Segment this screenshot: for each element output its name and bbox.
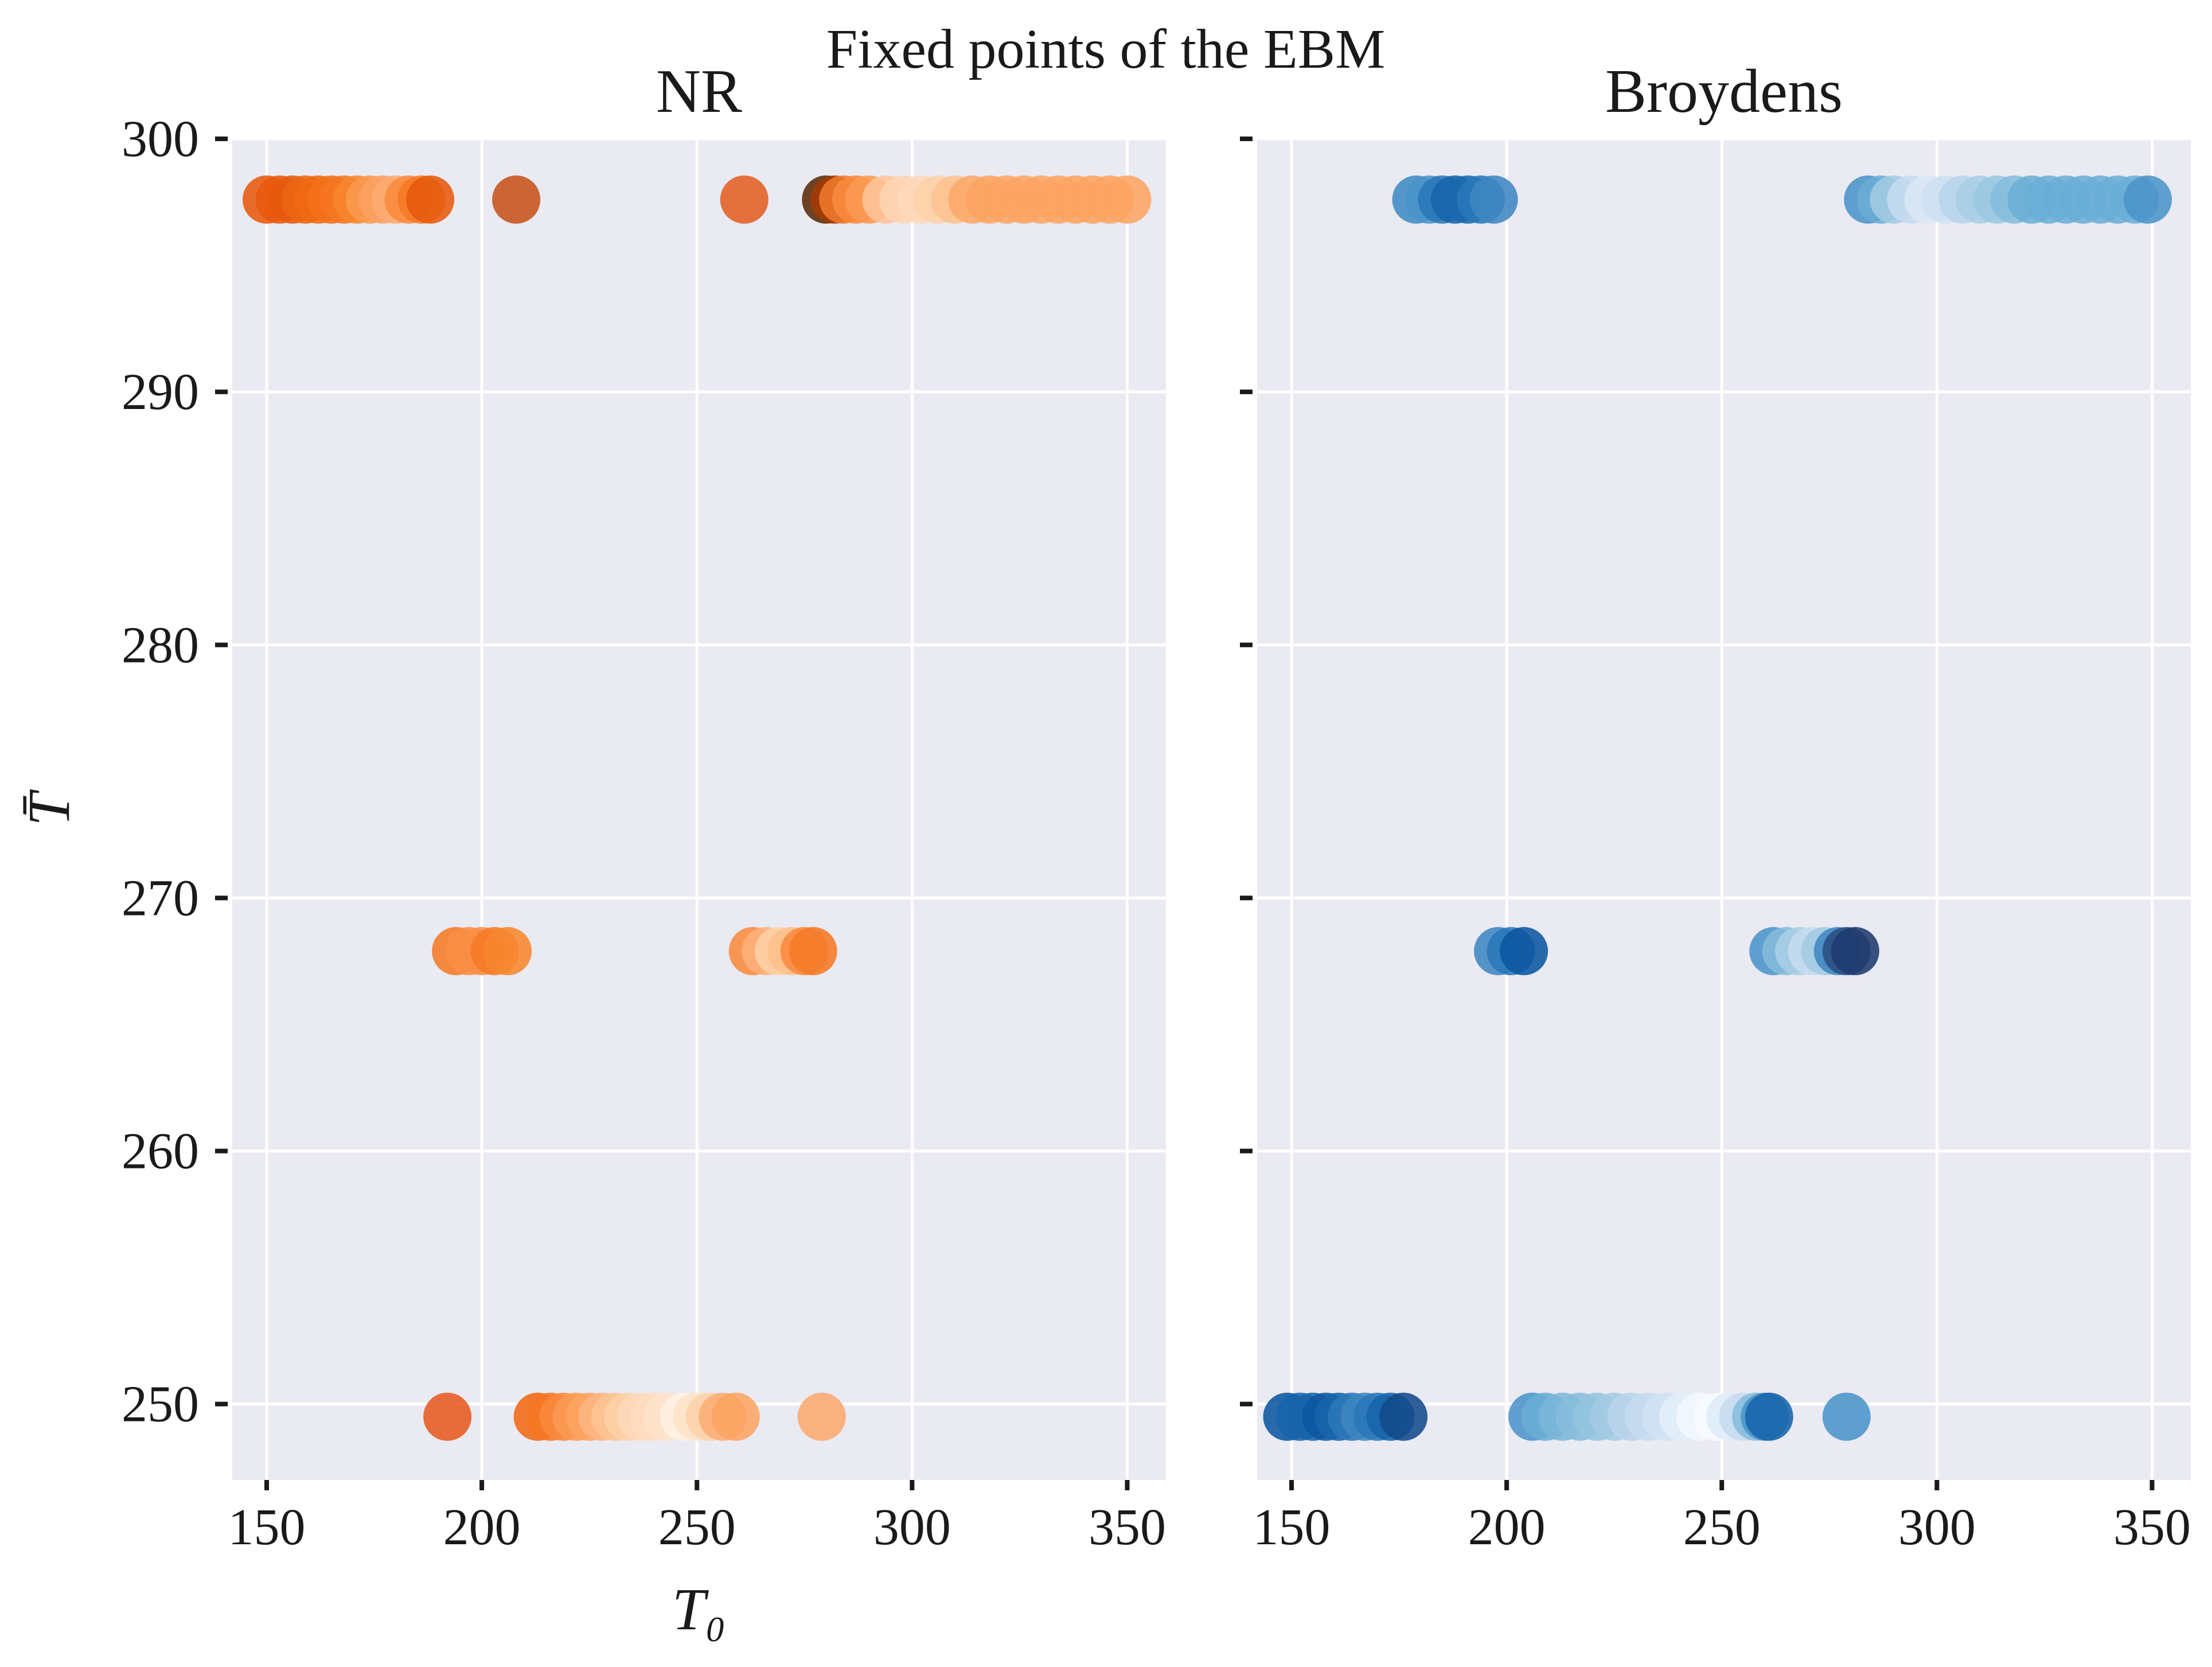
- panel-nr-point-15: [720, 175, 768, 224]
- panel-nr-xtick-label-200: 200: [443, 1499, 521, 1556]
- panel-nr-xtick-label-300: 300: [873, 1499, 951, 1556]
- panel-nr-xlabel: T₀: [672, 1576, 726, 1642]
- panel-nr-point-14: [492, 175, 541, 224]
- panel-broydens-xtick-label-200: 200: [1468, 1499, 1546, 1556]
- panel-nr-ylabel: T̄: [16, 789, 82, 826]
- panel-broydens-xtick-label-150: 150: [1253, 1499, 1331, 1556]
- panel-nr-title: NR: [656, 57, 742, 126]
- panel-broydens-ticks: 150 200 250 300 350: [1240, 137, 2191, 1556]
- panel-broydens-xtick-label-300: 300: [1898, 1499, 1976, 1556]
- panel-broydens-xtick-label-250: 250: [1683, 1499, 1761, 1556]
- panel-nr-points: [243, 175, 1152, 1441]
- panel-nr-point-35: [1103, 175, 1152, 224]
- panel-broydens-xtick-label-350: 350: [2113, 1499, 2191, 1556]
- panel-broydens-point-27: [1500, 927, 1548, 976]
- panel-broydens-point-45: [1379, 1392, 1428, 1441]
- panel-nr-ytick-label-290: 290: [122, 364, 199, 420]
- panel-nr-point-63: [711, 1392, 760, 1441]
- panel-nr-ytick-label-270: 270: [122, 870, 199, 926]
- panel-nr-plot-area: [232, 139, 1166, 1480]
- panel-nr-point-46: [789, 927, 837, 976]
- panel-broydens: 150 200 250 300 350 Broydens: [1240, 57, 2191, 1556]
- panel-nr-ytick-label-250: 250: [122, 1376, 199, 1433]
- panel-broydens-point-24: [2123, 175, 2172, 224]
- panel-nr-xtick-label-150: 150: [228, 1499, 306, 1556]
- panel-nr-point-13: [406, 175, 455, 224]
- panel-broydens-points: [1263, 175, 2172, 1441]
- panel-broydens-point-35: [1831, 927, 1879, 976]
- panel-nr-point-40: [483, 927, 532, 976]
- panel-broydens-point-6: [1469, 175, 1518, 224]
- panel-broydens-point-62: [1745, 1392, 1793, 1441]
- panel-broydens-point-63: [1822, 1392, 1871, 1441]
- panel-nr-ytick-label-280: 280: [122, 617, 199, 673]
- panel-broydens-title: Broydens: [1605, 57, 1843, 126]
- figure-suptitle: Fixed points of the EBM: [826, 18, 1386, 80]
- panel-nr-ytick-label-300: 300: [122, 111, 199, 168]
- panel-nr-point-64: [797, 1392, 846, 1441]
- panel-nr-point-47: [423, 1392, 472, 1441]
- panel-nr-xtick-label-350: 350: [1089, 1499, 1166, 1556]
- panel-broydens-plot-area: [1257, 139, 2191, 1480]
- panel-nr-ytick-label-260: 260: [122, 1123, 199, 1180]
- panel-nr-xtick-label-250: 250: [658, 1499, 736, 1556]
- panel-nr-ticks: 150 200 250 300 350 250 260 270 280 290 300: [122, 111, 1166, 1556]
